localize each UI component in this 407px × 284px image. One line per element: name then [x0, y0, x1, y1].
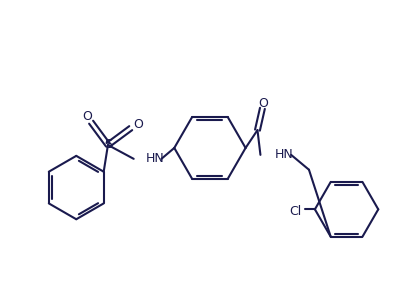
Text: HN: HN: [274, 148, 293, 161]
Text: O: O: [258, 97, 268, 110]
Text: Cl: Cl: [289, 205, 301, 218]
Text: O: O: [82, 110, 92, 123]
Text: S: S: [104, 139, 112, 151]
Text: HN: HN: [146, 152, 164, 165]
Text: O: O: [134, 118, 144, 131]
